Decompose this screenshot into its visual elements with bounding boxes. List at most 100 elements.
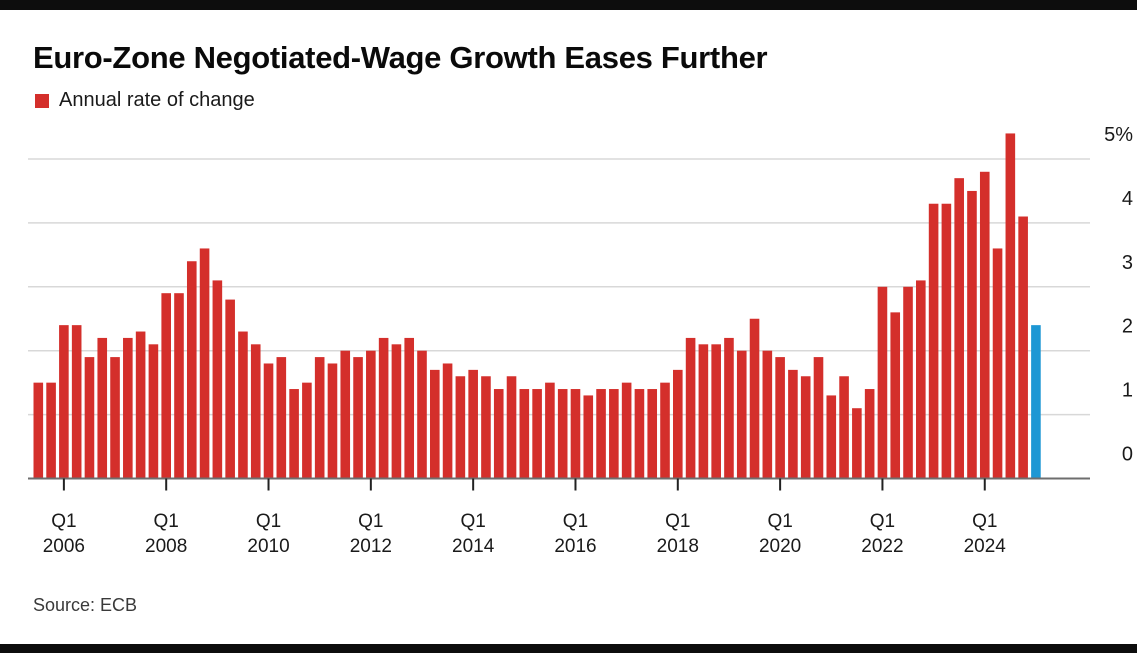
y-axis-label-4: 4 bbox=[1122, 188, 1133, 210]
y-axis-label-3: 3 bbox=[1122, 252, 1133, 274]
bar-2012 Q2 bbox=[378, 337, 389, 479]
bar-2022 Q1 bbox=[877, 286, 888, 479]
bar-2013 Q3 bbox=[442, 363, 453, 479]
y-axis-label-1: 1 bbox=[1122, 380, 1133, 402]
x-tick-label-quarter-2020: Q1 bbox=[767, 511, 792, 532]
bar-2010 Q1 bbox=[263, 363, 274, 479]
bar-2015 Q1 bbox=[519, 389, 530, 479]
x-tick-label-year-2022: 2022 bbox=[861, 536, 903, 557]
bar-2013 Q1 bbox=[417, 350, 427, 479]
bar-2006 Q2 bbox=[71, 325, 82, 479]
bar-2009 Q1 bbox=[212, 280, 223, 479]
bar-2007 Q4 bbox=[148, 344, 159, 479]
source-text: Source: ECB bbox=[33, 595, 138, 615]
x-tick-label-quarter-2024: Q1 bbox=[972, 511, 997, 532]
bar-2008 Q1 bbox=[161, 293, 171, 479]
bar-2020 Q3 bbox=[800, 376, 811, 479]
bar-2016 Q4 bbox=[609, 389, 619, 479]
x-tick-label-quarter-2016: Q1 bbox=[563, 511, 588, 532]
x-tick-label-quarter-2022: Q1 bbox=[870, 511, 895, 532]
bar-2019 Q1 bbox=[724, 337, 734, 479]
bar-2025 Q1 bbox=[1031, 325, 1041, 479]
y-axis-label-5%: 5% bbox=[1104, 124, 1133, 146]
x-tick-label-year-2006: 2006 bbox=[43, 536, 85, 557]
bar-2023 Q2 bbox=[941, 203, 952, 479]
x-tick-label-year-2010: 2010 bbox=[247, 536, 289, 557]
bar-2023 Q4 bbox=[967, 190, 977, 479]
bar-2016 Q2 bbox=[583, 395, 594, 479]
bar-2011 Q3 bbox=[340, 350, 351, 479]
bottom-border bbox=[0, 644, 1137, 653]
bar-2020 Q2 bbox=[788, 369, 798, 479]
bar-2014 Q3 bbox=[493, 389, 504, 479]
bar-2010 Q3 bbox=[289, 389, 299, 479]
x-tick-label-quarter-2008: Q1 bbox=[154, 511, 179, 532]
x-tick-label-quarter-2018: Q1 bbox=[665, 511, 690, 532]
bar-2011 Q1 bbox=[314, 357, 325, 479]
bar-2020 Q1 bbox=[775, 357, 785, 479]
x-tick-label-year-2020: 2020 bbox=[759, 536, 801, 557]
bar-2019 Q4 bbox=[762, 350, 773, 479]
bar-2015 Q2 bbox=[532, 389, 542, 479]
x-tick-label-year-2014: 2014 bbox=[452, 536, 495, 557]
bar-2014 Q2 bbox=[481, 376, 491, 479]
x-tick-label-year-2024: 2024 bbox=[964, 536, 1007, 557]
legend-swatch-icon bbox=[35, 93, 49, 108]
bar-2006 Q3 bbox=[84, 357, 95, 479]
bar-2007 Q3 bbox=[135, 331, 146, 479]
bar-2022 Q2 bbox=[890, 312, 901, 479]
x-tick-label-year-2018: 2018 bbox=[657, 536, 699, 557]
bar-2016 Q3 bbox=[596, 389, 606, 479]
bar-2009 Q2 bbox=[225, 299, 235, 479]
bar-2016 Q1 bbox=[570, 389, 581, 479]
x-tick-label-year-2012: 2012 bbox=[350, 536, 392, 557]
bar-2012 Q3 bbox=[391, 344, 402, 479]
bar-2018 Q1 bbox=[673, 369, 683, 479]
bar-2021 Q2 bbox=[839, 376, 849, 479]
bar-2005 Q4 bbox=[46, 382, 56, 479]
bar-2024 Q2 bbox=[992, 248, 1003, 479]
top-border bbox=[0, 0, 1137, 10]
y-axis-label-2: 2 bbox=[1122, 316, 1133, 338]
legend-label: Annual rate of change bbox=[59, 89, 255, 111]
bar-2017 Q3 bbox=[647, 389, 658, 479]
bar-2010 Q2 bbox=[276, 357, 287, 479]
bar-2006 Q1 bbox=[59, 325, 69, 479]
bar-2007 Q1 bbox=[110, 357, 120, 479]
bar-2012 Q1 bbox=[366, 350, 376, 479]
bar-2011 Q4 bbox=[353, 357, 363, 479]
bar-2024 Q1 bbox=[979, 171, 990, 479]
bar-2018 Q3 bbox=[698, 344, 709, 479]
bar-2021 Q4 bbox=[864, 389, 875, 479]
bar-2014 Q4 bbox=[506, 376, 517, 479]
bar-2009 Q3 bbox=[238, 331, 248, 479]
bar-2015 Q3 bbox=[545, 382, 555, 479]
bar-2010 Q4 bbox=[302, 382, 312, 479]
bar-2009 Q4 bbox=[250, 344, 261, 479]
x-tick-label-quarter-2014: Q1 bbox=[460, 511, 485, 532]
bar-2018 Q2 bbox=[685, 337, 696, 479]
bar-2012 Q4 bbox=[404, 337, 415, 479]
x-tick-label-quarter-2010: Q1 bbox=[256, 511, 281, 532]
bar-2019 Q2 bbox=[736, 350, 747, 479]
bar-2020 Q4 bbox=[813, 357, 824, 479]
bar-2022 Q4 bbox=[916, 280, 926, 479]
bar-2019 Q3 bbox=[749, 318, 760, 479]
bar-2013 Q2 bbox=[429, 369, 440, 479]
bar-2021 Q3 bbox=[852, 408, 862, 479]
bar-2008 Q2 bbox=[174, 293, 184, 479]
bar-2017 Q4 bbox=[660, 382, 670, 479]
bar-2017 Q2 bbox=[634, 389, 645, 479]
x-tick-label-year-2008: 2008 bbox=[145, 536, 187, 557]
bar-2008 Q4 bbox=[199, 248, 210, 479]
bar-2018 Q4 bbox=[711, 344, 721, 479]
x-tick-label-quarter-2012: Q1 bbox=[358, 511, 383, 532]
bar-2006 Q4 bbox=[97, 337, 108, 479]
bar-2011 Q2 bbox=[327, 363, 338, 479]
bar-2024 Q4 bbox=[1018, 216, 1028, 479]
bar-2005 Q3 bbox=[33, 382, 44, 479]
bar-2014 Q1 bbox=[468, 369, 478, 479]
bar-2007 Q2 bbox=[123, 337, 133, 479]
